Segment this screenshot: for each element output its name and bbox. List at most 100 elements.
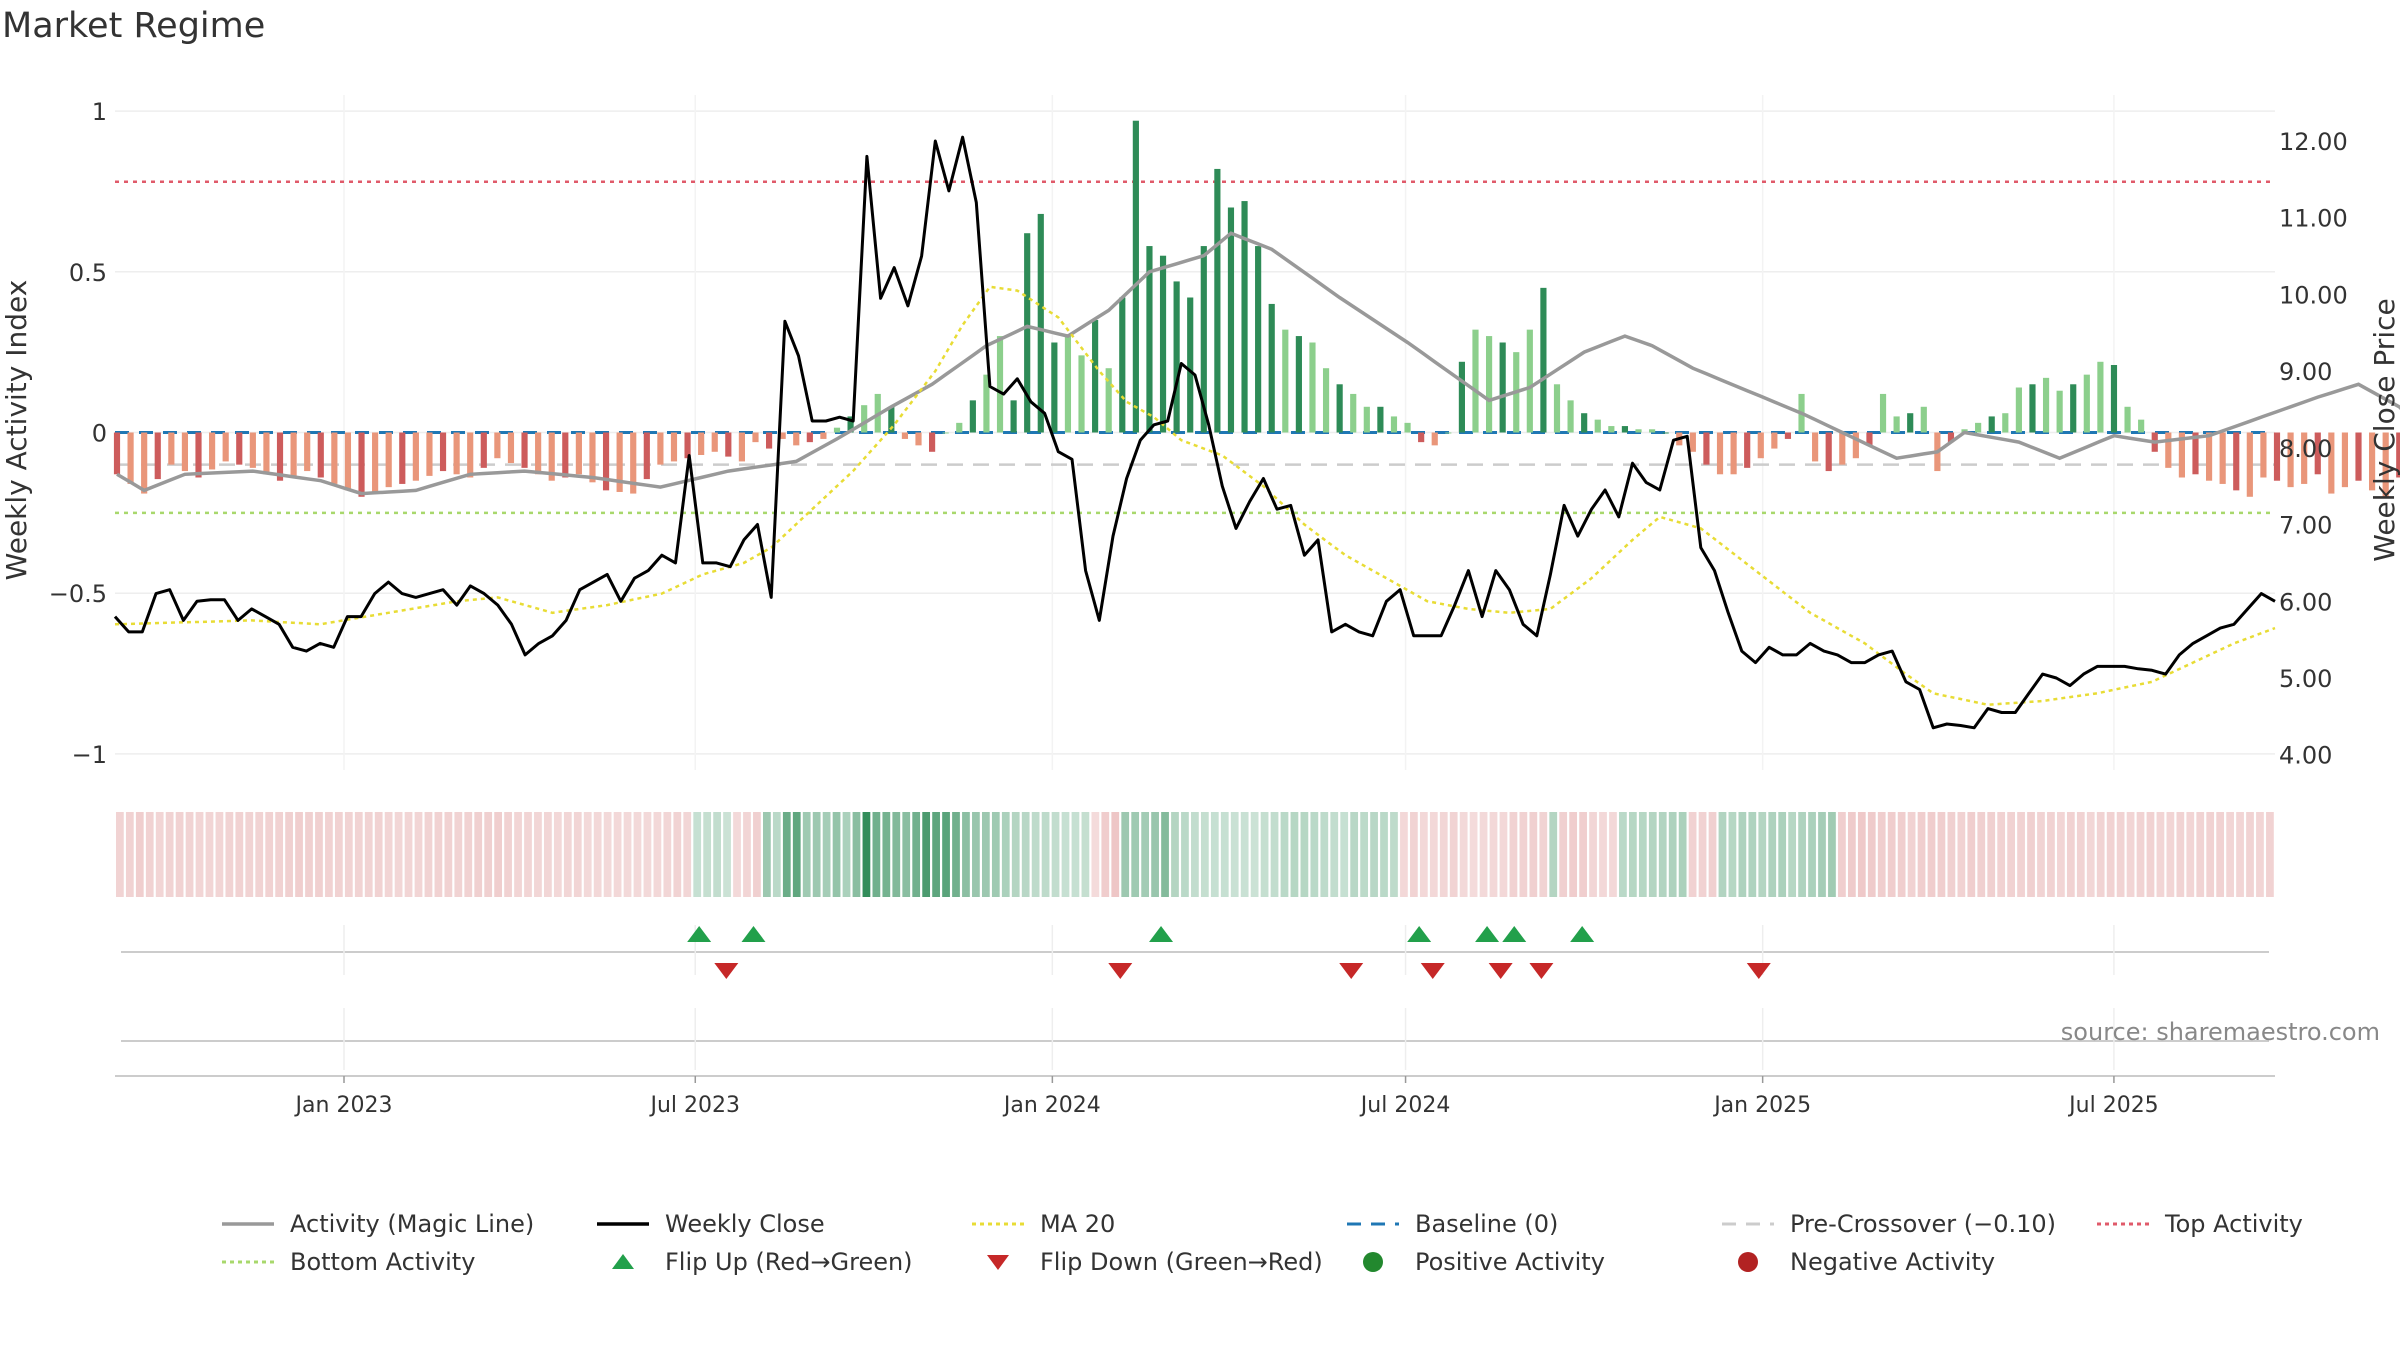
activity-bar-3 [154,432,161,480]
activity-bar-19 [372,432,379,492]
activity-bar-27 [480,432,487,468]
regime-cell-195 [2057,812,2065,897]
regime-cell-95 [1061,812,1070,897]
legend-label: Flip Down (Green→Red) [1040,1248,1323,1276]
left-tick-label-0: 1 [92,98,107,126]
regime-cell-55 [663,812,672,897]
activity-bar-41 [670,432,678,462]
regime-cell-58 [693,812,702,897]
regime-cell-79 [902,812,911,897]
activity-bar-111 [1621,426,1629,433]
activity-bar-164 [2341,432,2349,488]
regime-cell-97 [1081,812,1090,897]
regime-cell-127 [1380,812,1388,897]
regime-cell-123 [1340,812,1349,897]
regime-cell-50 [613,812,622,897]
regime-cell-86 [972,812,980,897]
activity-bar-55 [861,405,868,433]
activity-bar-38 [630,432,637,494]
y-axis-left-label: Weekly Activity Index [0,280,33,581]
regime-cell-172 [1828,812,1836,897]
activity-bar-87 [1295,336,1302,433]
regime-cell-124 [1350,812,1359,897]
activity-bar-102 [1499,342,1506,433]
right-tick-label-6: 6.00 [2279,588,2332,616]
activity-bar-117 [1703,432,1710,465]
flip-up-marker-6 [1570,926,1595,942]
activity-bar-12 [276,432,284,481]
legend-label: Flip Up (Red→Green) [665,1248,913,1276]
legend-swatch-activity [222,1222,274,1226]
legend: Activity (Magic Line) Weekly Close MA 20 Ba… [0,1200,2400,1300]
regime-cell-61 [723,812,731,897]
regime-cell-36 [474,812,483,897]
regime-cell-136 [1469,812,1478,897]
source-credit: source: sharemaestro.com [2061,1018,2380,1046]
right-tick-label-3: 9.00 [2279,358,2332,386]
activity-bar-26 [467,432,474,478]
regime-cell-150 [1609,812,1617,897]
activity-bar-48 [765,432,773,449]
activity-bar-51 [806,432,813,443]
regime-cell-143 [1539,812,1548,897]
activity-bar-119 [1730,432,1737,475]
regime-cell-142 [1529,812,1538,897]
regime-cell-202 [2126,812,2135,897]
right-tick-label-4: 8.00 [2279,435,2332,463]
regime-cell-121 [1320,812,1329,897]
activity-bar-9 [236,432,243,465]
activity-bar-108 [1581,413,1588,433]
regime-cell-94 [1051,812,1060,897]
left-tick-label-4: −1 [72,741,107,769]
activity-magic-line [116,231,2400,496]
activity-bar-137 [1975,422,1982,433]
flip-up-marker-3 [1407,926,1432,942]
legend-swatch-close [597,1222,649,1226]
regime-cell-197 [2076,812,2085,897]
regime-cell-146 [1569,812,1578,897]
regime-cell-159 [1698,812,1707,897]
regime-cell-156 [1668,812,1677,897]
regime-cell-155 [1658,812,1667,897]
regime-cell-15 [265,812,274,897]
activity-bar-167 [2382,432,2389,497]
activity-bar-37 [616,432,623,492]
regime-cell-46 [573,812,582,897]
regime-cell-70 [812,812,821,897]
regime-cell-108 [1191,812,1199,897]
regime-cell-148 [1589,812,1597,897]
activity-bar-153 [2192,432,2199,475]
activity-bar-148 [2124,406,2131,433]
activity-bar-116 [1689,432,1696,452]
regime-cell-105 [1161,812,1169,897]
regime-cell-186 [1967,812,1976,897]
x-axis: Jan 2023 Jul 2023 Jan 2024 Jul 2024 Jan 2025… [115,1075,2275,1118]
regime-cell-85 [962,812,970,897]
activity-bar-88 [1309,342,1316,433]
regime-cell-187 [1977,812,1986,897]
legend-marker-pos [1363,1252,1383,1272]
regime-cell-114 [1250,812,1259,897]
activity-bar-61 [942,432,949,434]
regime-cell-141 [1519,812,1528,897]
regime-cell-178 [1887,812,1896,897]
activity-bar-110 [1608,426,1615,433]
flip-down-marker-5 [1529,963,1554,979]
activity-bar-18 [358,432,365,497]
regime-cell-64 [753,812,761,897]
regime-cell-82 [932,812,940,897]
regime-cell-6 [175,812,184,897]
activity-bar-59 [915,432,922,446]
series-lines [113,135,2400,730]
activity-bar-7 [209,432,216,470]
regime-cell-111 [1220,812,1229,897]
activity-bar-71 [1078,355,1085,433]
activity-bar-31 [535,432,542,475]
activity-bar-132 [1907,413,1914,433]
flip-down-marker-0 [714,963,739,979]
regime-cell-99 [1101,812,1110,897]
legend-label: Weekly Close [665,1210,825,1238]
regime-cell-161 [1718,812,1727,897]
regime-cell-93 [1041,812,1050,897]
activity-bar-23 [426,432,433,476]
